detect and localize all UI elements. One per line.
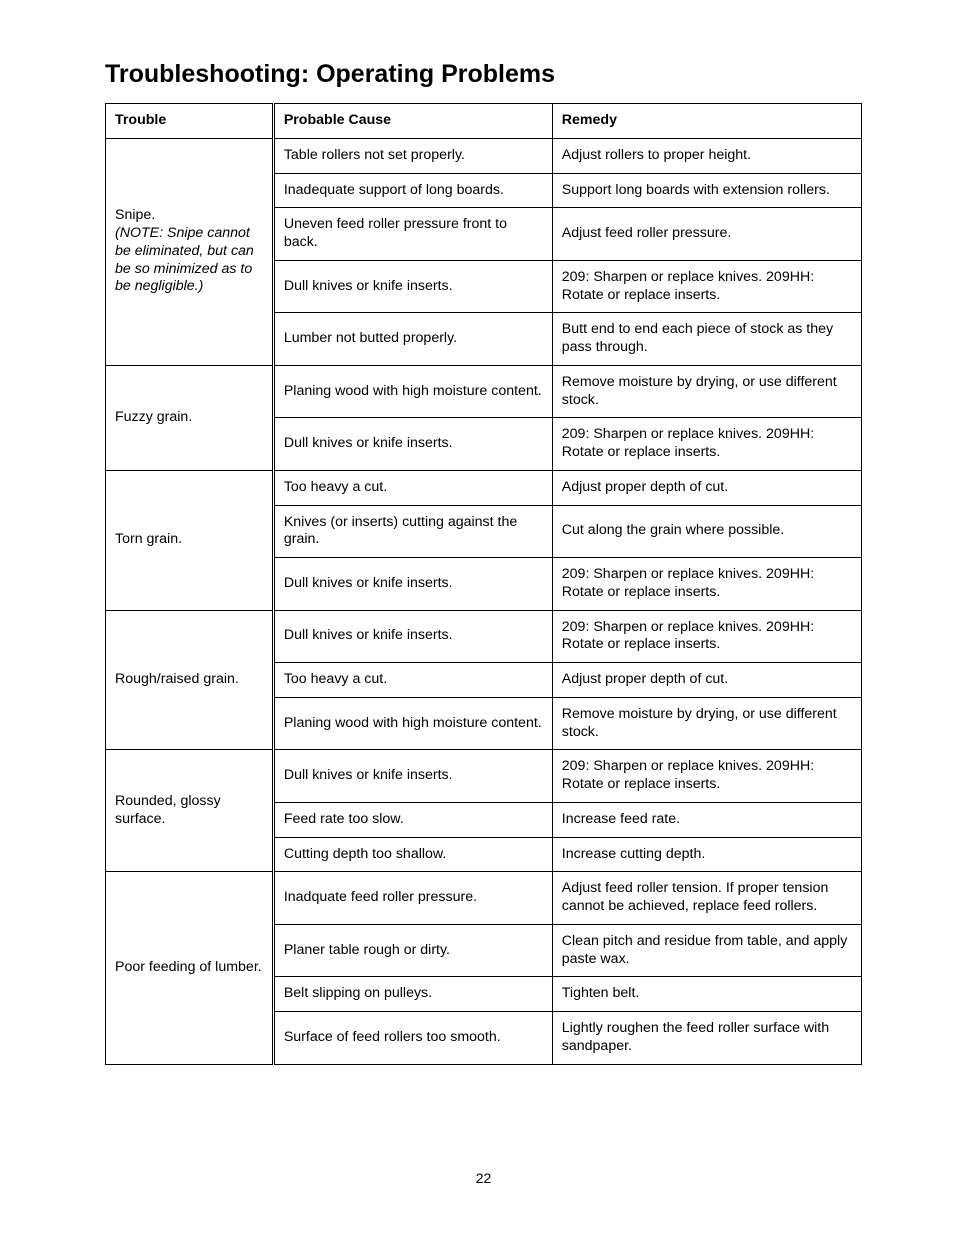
cause-cell: Too heavy a cut. (273, 663, 552, 698)
trouble-note: (NOTE: Snipe cannot be eliminated, but c… (115, 225, 254, 294)
table-row: Torn grain.Too heavy a cut.Adjust proper… (106, 470, 862, 505)
cause-cell: Dull knives or knife inserts. (273, 418, 552, 471)
trouble-cell: Snipe. (NOTE: Snipe cannot be eliminated,… (106, 138, 274, 365)
remedy-cell: Adjust feed roller pressure. (552, 208, 861, 261)
cause-cell: Lumber not butted properly. (273, 313, 552, 366)
remedy-cell: 209: Sharpen or replace knives. 209HH: R… (552, 418, 861, 471)
remedy-cell: 209: Sharpen or replace knives. 209HH: R… (552, 750, 861, 803)
cause-cell: Belt slipping on pulleys. (273, 977, 552, 1012)
remedy-cell: Increase cutting depth. (552, 837, 861, 872)
remedy-cell: Lightly roughen the feed roller surface … (552, 1012, 861, 1065)
remedy-cell: 209: Sharpen or replace knives. 209HH: R… (552, 558, 861, 611)
page-number: 22 (105, 1170, 862, 1186)
trouble-cell: Poor feeding of lumber. (106, 872, 274, 1064)
trouble-cell: Fuzzy grain. (106, 365, 274, 470)
trouble-cell: Rounded, glossy surface. (106, 750, 274, 872)
cause-cell: Planing wood with high moisture content. (273, 697, 552, 750)
trouble-text: Rounded, glossy surface. (115, 793, 221, 827)
trouble-text: Snipe. (115, 207, 155, 223)
trouble-text: Fuzzy grain. (115, 409, 192, 425)
cause-cell: Planing wood with high moisture content. (273, 365, 552, 418)
trouble-text: Torn grain. (115, 531, 182, 547)
remedy-cell: Cut along the grain where possible. (552, 505, 861, 558)
table-row: Snipe.(NOTE: Snipe cannot be eliminated,… (106, 138, 862, 173)
cause-cell: Table rollers not set properly. (273, 138, 552, 173)
cause-cell: Dull knives or knife inserts. (273, 260, 552, 313)
cause-cell: Feed rate too slow. (273, 802, 552, 837)
cause-cell: Surface of feed rollers too smooth. (273, 1012, 552, 1065)
trouble-text: Poor feeding of lumber. (115, 959, 262, 975)
col-header-trouble: Trouble (106, 104, 274, 139)
remedy-cell: Clean pitch and residue from table, and … (552, 924, 861, 977)
cause-cell: Planer table rough or dirty. (273, 924, 552, 977)
remedy-cell: Adjust proper depth of cut. (552, 663, 861, 698)
trouble-text: Rough/raised grain. (115, 671, 239, 687)
remedy-cell: Tighten belt. (552, 977, 861, 1012)
remedy-cell: Increase feed rate. (552, 802, 861, 837)
cause-cell: Dull knives or knife inserts. (273, 610, 552, 663)
page-title: Troubleshooting: Operating Problems (105, 60, 862, 89)
remedy-cell: Adjust proper depth of cut. (552, 470, 861, 505)
remedy-cell: Adjust rollers to proper height. (552, 138, 861, 173)
col-header-cause: Probable Cause (273, 104, 552, 139)
table-row: Fuzzy grain.Planing wood with high moist… (106, 365, 862, 418)
cause-cell: Inadquate feed roller pressure. (273, 872, 552, 925)
remedy-cell: 209: Sharpen or replace knives. 209HH: R… (552, 260, 861, 313)
remedy-cell: Adjust feed roller tension. If proper te… (552, 872, 861, 925)
cause-cell: Dull knives or knife inserts. (273, 750, 552, 803)
remedy-cell: Butt end to end each piece of stock as t… (552, 313, 861, 366)
trouble-cell: Rough/raised grain. (106, 610, 274, 750)
remedy-cell: Remove moisture by drying, or use differ… (552, 365, 861, 418)
remedy-cell: Support long boards with extension rolle… (552, 173, 861, 208)
cause-cell: Too heavy a cut. (273, 470, 552, 505)
table-row: Rounded, glossy surface.Dull knives or k… (106, 750, 862, 803)
col-header-remedy: Remedy (552, 104, 861, 139)
page: Troubleshooting: Operating Problems Trou… (0, 0, 954, 1216)
trouble-cell: Torn grain. (106, 470, 274, 610)
cause-cell: Dull knives or knife inserts. (273, 558, 552, 611)
remedy-cell: Remove moisture by drying, or use differ… (552, 697, 861, 750)
table-header-row: Trouble Probable Cause Remedy (106, 104, 862, 139)
table-row: Rough/raised grain.Dull knives or knife … (106, 610, 862, 663)
cause-cell: Knives (or inserts) cutting against the … (273, 505, 552, 558)
cause-cell: Inadequate support of long boards. (273, 173, 552, 208)
troubleshooting-table: Trouble Probable Cause Remedy Snipe. (NOT… (105, 103, 862, 1065)
remedy-cell: 209: Sharpen or replace knives. 209HH: R… (552, 610, 861, 663)
cause-cell: Cutting depth too shallow. (273, 837, 552, 872)
table-row: Poor feeding of lumber.Inadquate feed ro… (106, 872, 862, 925)
cause-cell: Uneven feed roller pressure front to bac… (273, 208, 552, 261)
